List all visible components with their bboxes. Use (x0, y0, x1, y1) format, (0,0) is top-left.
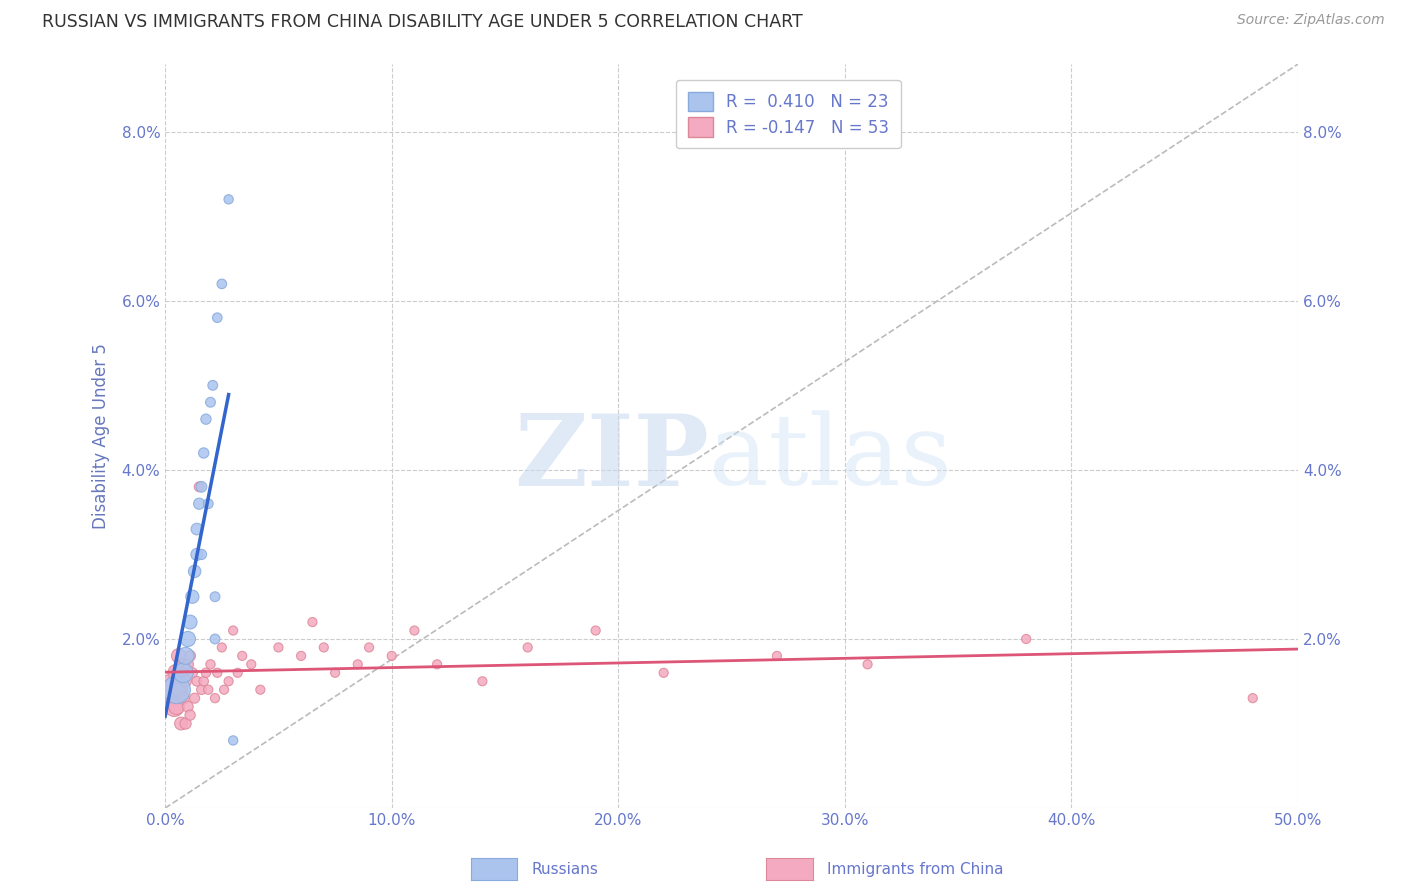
Point (290, 648, 312, 663)
Point (170, 716, 193, 731)
Point (172, 665, 194, 680)
Point (207, 665, 229, 680)
Point (211, 277, 233, 291)
Point (249, 682, 271, 697)
Point (197, 682, 219, 697)
Point (194, 665, 217, 680)
Point (172, 657, 194, 672)
Point (204, 590, 226, 604)
Point (231, 648, 253, 663)
Point (190, 682, 212, 697)
Point (201, 378, 224, 392)
Point (652, 665, 675, 680)
Point (218, 192, 240, 206)
Point (222, 624, 245, 638)
Point (174, 716, 197, 731)
Point (170, 665, 193, 680)
Point (267, 640, 290, 655)
Point (200, 395, 222, 409)
Point (166, 682, 188, 697)
Point (197, 497, 219, 511)
Point (471, 674, 494, 689)
Point (172, 691, 194, 706)
Point (359, 640, 381, 655)
Text: RUSSIAN VS IMMIGRANTS FROM CHINA DISABILITY AGE UNDER 5 CORRELATION CHART: RUSSIAN VS IMMIGRANTS FROM CHINA DISABIL… (42, 13, 803, 31)
Point (194, 412, 217, 426)
Point (186, 522, 208, 536)
Point (174, 648, 197, 663)
Y-axis label: Disability Age Under 5: Disability Age Under 5 (93, 343, 110, 529)
Point (323, 665, 346, 680)
Point (404, 624, 426, 638)
Point (177, 657, 200, 672)
Point (204, 691, 226, 706)
Point (346, 657, 368, 672)
Point (381, 648, 404, 663)
Point (167, 648, 190, 663)
Point (188, 480, 211, 494)
Point (181, 590, 204, 604)
Text: Source: ZipAtlas.com: Source: ZipAtlas.com (1237, 13, 1385, 28)
Point (1015, 632, 1038, 646)
Point (179, 708, 201, 723)
Point (190, 548, 212, 562)
Point (179, 648, 201, 663)
Point (516, 640, 538, 655)
Point (222, 733, 245, 747)
Text: Immigrants from China: Immigrants from China (827, 863, 1004, 877)
Point (211, 640, 233, 655)
Point (166, 699, 188, 714)
Point (766, 648, 789, 663)
Point (183, 565, 205, 579)
Point (301, 615, 323, 629)
Point (207, 310, 229, 325)
Point (188, 497, 211, 511)
Point (226, 665, 249, 680)
Point (240, 657, 263, 672)
Point (177, 632, 200, 646)
Point (174, 674, 197, 689)
Point (1241, 691, 1264, 706)
Point (167, 682, 190, 697)
Text: Russians: Russians (531, 863, 599, 877)
Point (190, 480, 212, 494)
Text: ZIP: ZIP (515, 410, 709, 507)
Point (200, 657, 222, 672)
Legend: R =  0.410   N = 23, R = -0.147   N = 53: R = 0.410 N = 23, R = -0.147 N = 53 (676, 79, 901, 148)
Point (212, 682, 235, 697)
Point (160, 682, 183, 697)
Point (183, 691, 205, 706)
Point (186, 548, 208, 562)
Point (585, 624, 607, 638)
Point (179, 615, 201, 629)
Point (856, 657, 879, 672)
Point (181, 665, 204, 680)
Point (218, 674, 240, 689)
Point (193, 446, 215, 460)
Point (426, 657, 449, 672)
Point (204, 632, 226, 646)
Point (163, 699, 186, 714)
Text: atlas: atlas (709, 410, 952, 507)
Point (166, 665, 188, 680)
Point (193, 674, 215, 689)
Point (186, 674, 208, 689)
Point (312, 640, 335, 655)
Point (177, 699, 200, 714)
